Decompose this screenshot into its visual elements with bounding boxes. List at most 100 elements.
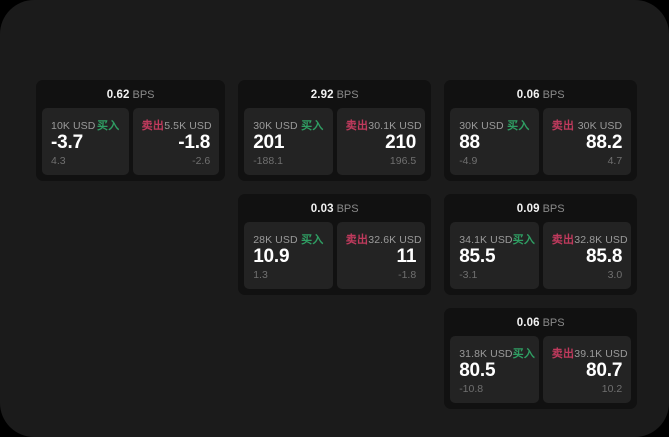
sell-panel-header: 卖出 5.5K USD — [141, 117, 212, 132]
sell-size-label: 32.6K USD — [368, 234, 422, 246]
sell-panel[interactable]: 卖出 32.8K USD 85.8 3.0 — [542, 222, 632, 289]
sell-size-label: 32.8K USD — [574, 234, 628, 246]
sell-panel[interactable]: 卖出 30K USD 88.2 4.7 — [542, 108, 632, 175]
card-body: 34.1K USD 买入 85.5 -3.1 卖出 32.8K USD 85.8… — [450, 222, 632, 289]
buy-panel[interactable]: 28K USD 买入 10.9 1.3 — [244, 222, 333, 289]
bps-unit-label: BPS — [542, 317, 565, 329]
quote-card[interactable]: 0.06 BPS 31.8K USD 买入 80.5 -10.8 卖出 — [444, 308, 638, 409]
quote-column-2: 2.92 BPS 30K USD 买入 201 -188.1 卖出 — [238, 80, 432, 295]
quote-column-3: 0.06 BPS 30K USD 买入 88 -4.9 卖出 — [444, 80, 638, 409]
sell-delta: -2.6 — [192, 155, 211, 167]
sell-delta: -1.8 — [398, 269, 417, 281]
sell-size-label: 30K USD — [577, 120, 623, 132]
buy-size-label: 30K USD — [253, 120, 298, 132]
sell-delta: 196.5 — [389, 155, 417, 167]
card-body: 31.8K USD 买入 80.5 -10.8 卖出 39.1K USD 80.… — [450, 336, 632, 403]
quote-card[interactable]: 2.92 BPS 30K USD 买入 201 -188.1 卖出 — [238, 80, 432, 181]
card-body: 30K USD 买入 201 -188.1 卖出 30.1K USD 210 1… — [244, 108, 426, 175]
card-header: 0.09 BPS — [450, 201, 631, 218]
buy-size-label: 28K USD — [253, 234, 298, 246]
sell-price: 85.8 — [586, 245, 623, 267]
quote-card[interactable]: 0.03 BPS 28K USD 买入 10.9 1.3 卖出 — [238, 194, 432, 295]
sell-panel-header: 卖出 39.1K USD — [551, 345, 628, 360]
buy-panel[interactable]: 30K USD 买入 201 -188.1 — [244, 108, 333, 175]
quote-card[interactable]: 0.06 BPS 30K USD 买入 88 -4.9 卖出 — [444, 80, 638, 181]
buy-delta: -4.9 — [459, 155, 478, 167]
sell-size-label: 39.1K USD — [574, 348, 628, 360]
quote-board: 0.62 BPS 10K USD 买入 -3.7 4.3 卖出 — [36, 80, 638, 409]
bps-value: 0.06 — [516, 317, 540, 329]
sell-delta: 3.0 — [607, 269, 623, 281]
buy-panel-header: 10K USD 买入 — [51, 117, 120, 132]
card-body: 10K USD 买入 -3.7 4.3 卖出 5.5K USD -1.8 -2.… — [42, 108, 220, 175]
quote-card[interactable]: 0.62 BPS 10K USD 买入 -3.7 4.3 卖出 — [36, 80, 226, 181]
sell-panel-header: 卖出 32.6K USD — [346, 231, 422, 246]
sell-delta: 10.2 — [601, 383, 623, 395]
buy-panel[interactable]: 30K USD 买入 88 -4.9 — [450, 108, 539, 175]
sell-panel[interactable]: 卖出 5.5K USD -1.8 -2.6 — [132, 108, 220, 175]
buy-action-label: 买入 — [507, 120, 530, 132]
sell-panel-header: 卖出 30K USD — [551, 117, 623, 132]
card-body: 28K USD 买入 10.9 1.3 卖出 32.6K USD 11 -1.8 — [244, 222, 426, 289]
buy-delta: 1.3 — [253, 269, 268, 281]
sell-panel-header: 卖出 30.1K USD — [345, 117, 422, 132]
sell-panel[interactable]: 卖出 30.1K USD 210 196.5 — [336, 108, 426, 175]
sell-action-label: 卖出 — [551, 234, 575, 246]
buy-delta: -188.1 — [253, 155, 283, 167]
buy-delta: -3.1 — [459, 269, 478, 281]
buy-panel-header: 28K USD 买入 — [253, 231, 324, 246]
bps-value: 2.92 — [310, 89, 334, 101]
buy-price: -3.7 — [51, 131, 83, 153]
buy-size-label: 30K USD — [459, 120, 504, 132]
buy-panel[interactable]: 31.8K USD 买入 80.5 -10.8 — [450, 336, 539, 403]
bps-value: 0.03 — [310, 203, 334, 215]
buy-action-label: 买入 — [96, 120, 120, 132]
quote-card[interactable]: 0.09 BPS 34.1K USD 买入 85.5 -3.1 卖出 — [444, 194, 638, 295]
buy-action-label: 买入 — [301, 234, 324, 246]
sell-size-label: 30.1K USD — [368, 120, 422, 132]
sell-action-label: 卖出 — [551, 348, 575, 360]
bps-unit-label: BPS — [542, 89, 565, 101]
card-header: 0.06 BPS — [450, 315, 631, 332]
buy-action-label: 买入 — [512, 234, 536, 246]
card-body: 30K USD 买入 88 -4.9 卖出 30K USD 88.2 4.7 — [450, 108, 632, 175]
card-header: 0.06 BPS — [450, 87, 631, 104]
bps-unit-label: BPS — [336, 203, 359, 215]
sell-panel-header: 卖出 32.8K USD — [551, 231, 628, 246]
buy-panel[interactable]: 34.1K USD 买入 85.5 -3.1 — [450, 222, 539, 289]
card-header: 2.92 BPS — [244, 87, 425, 104]
sell-price: 11 — [396, 245, 417, 267]
sell-price: 210 — [385, 131, 417, 153]
sell-price: -1.8 — [178, 131, 211, 153]
buy-size-label: 34.1K USD — [459, 234, 513, 246]
buy-panel-header: 30K USD 买入 — [253, 117, 324, 132]
bps-unit-label: BPS — [132, 89, 155, 101]
sell-delta: 4.7 — [607, 155, 623, 167]
sell-action-label: 卖出 — [551, 120, 575, 132]
quote-column-1: 0.62 BPS 10K USD 买入 -3.7 4.3 卖出 — [36, 80, 226, 181]
sell-action-label: 卖出 — [345, 120, 369, 132]
buy-price: 10.9 — [253, 245, 290, 267]
buy-price: 85.5 — [459, 245, 496, 267]
buy-size-label: 10K USD — [51, 120, 96, 132]
bps-unit-label: BPS — [542, 203, 565, 215]
sell-panel[interactable]: 卖出 39.1K USD 80.7 10.2 — [542, 336, 632, 403]
buy-panel-header: 31.8K USD 买入 — [459, 345, 535, 360]
buy-price: 88 — [459, 131, 480, 153]
buy-panel-header: 30K USD 买入 — [459, 117, 530, 132]
sell-panel[interactable]: 卖出 32.6K USD 11 -1.8 — [336, 222, 426, 289]
card-header: 0.62 BPS — [42, 87, 219, 104]
sell-price: 88.2 — [586, 131, 623, 153]
buy-delta: -10.8 — [459, 383, 484, 395]
buy-price: 80.5 — [459, 359, 496, 381]
bps-value: 0.06 — [516, 89, 540, 101]
sell-action-label: 卖出 — [141, 120, 165, 132]
bps-value: 0.62 — [106, 89, 130, 101]
buy-action-label: 买入 — [301, 120, 324, 132]
card-header: 0.03 BPS — [244, 201, 425, 218]
buy-panel-header: 34.1K USD 买入 — [459, 231, 535, 246]
buy-delta: 4.3 — [51, 155, 66, 167]
buy-panel[interactable]: 10K USD 买入 -3.7 4.3 — [42, 108, 129, 175]
sell-size-label: 5.5K USD — [164, 120, 212, 132]
